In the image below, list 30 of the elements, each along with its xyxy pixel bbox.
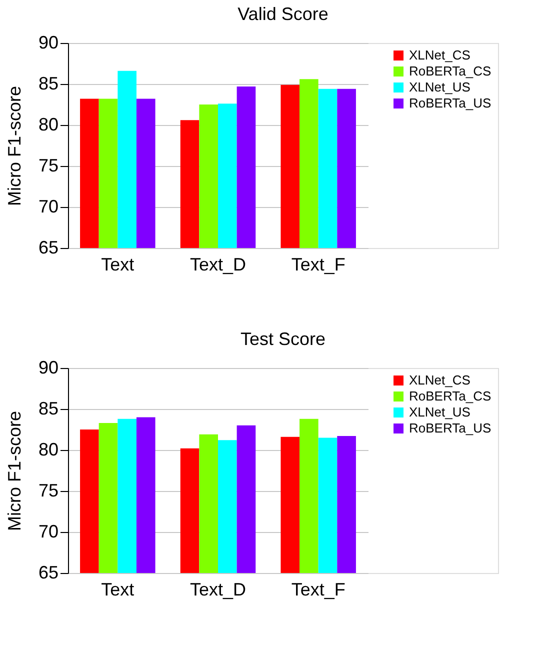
- y-tick-label: 75: [38, 480, 58, 500]
- x-tick-label: Text: [101, 254, 134, 274]
- x-tick-label: Text_F: [291, 580, 346, 600]
- legend-label: XLNet_CS: [409, 48, 471, 62]
- legend-label: XLNet_US: [409, 80, 471, 94]
- legend-label: RoBERTa_CS: [409, 64, 492, 78]
- legend-label: RoBERTa_US: [409, 420, 492, 436]
- y-tick-label: 80: [38, 114, 58, 134]
- y-tick-label: 75: [38, 156, 58, 176]
- x-tick-label: Text_F: [291, 254, 346, 274]
- x-tick-label: Text_D: [190, 254, 246, 274]
- y-tick-label: 70: [38, 522, 58, 542]
- y-tick-label: 80: [38, 440, 58, 460]
- legend-label: RoBERTa_CS: [409, 388, 492, 404]
- y-tick-label: 65: [38, 562, 58, 582]
- y-axis-title: Micro F1-score: [4, 410, 24, 532]
- legend-label: RoBERTa_US: [409, 96, 492, 110]
- legend-label: XLNet_CS: [409, 372, 471, 388]
- x-tick-label: Text: [101, 580, 134, 600]
- chart-title: Valid Score: [238, 4, 328, 24]
- chart-title: Test Score: [240, 329, 326, 349]
- y-axis-title: Micro F1-score: [4, 86, 24, 206]
- y-tick-label: 85: [38, 74, 58, 94]
- x-tick-label: Text_D: [190, 580, 246, 600]
- y-tick-label: 90: [38, 32, 58, 52]
- legend-label: XLNet_US: [409, 404, 471, 420]
- y-tick-label: 85: [38, 398, 58, 418]
- y-tick-label: 70: [38, 196, 58, 216]
- y-tick-label: 90: [38, 358, 58, 378]
- y-tick-label: 65: [38, 238, 58, 258]
